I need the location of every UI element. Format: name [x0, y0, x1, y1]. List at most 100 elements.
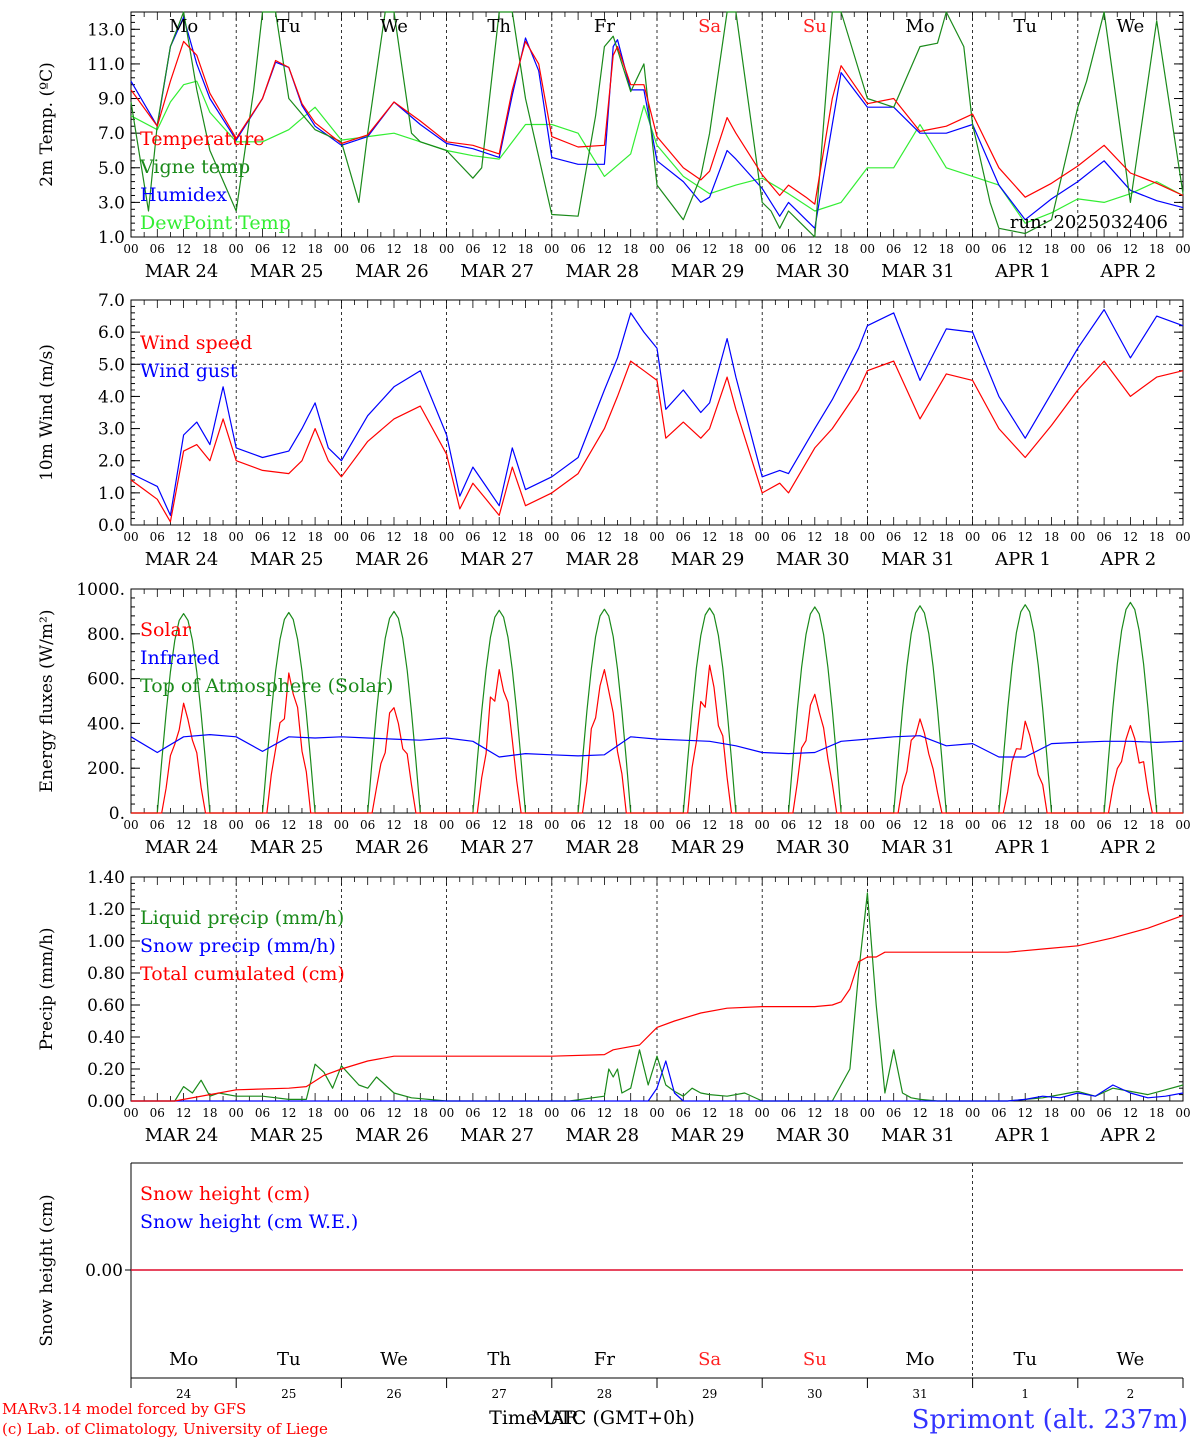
date-label: MAR 24	[145, 1125, 219, 1146]
hour-tick-label: 18	[728, 530, 743, 544]
hour-tick-label: 06	[255, 530, 270, 544]
hour-tick-label: 18	[307, 530, 322, 544]
hour-tick-label: 06	[570, 1106, 585, 1120]
hour-tick-label: 18	[833, 242, 848, 256]
hour-tick-label: 00	[755, 818, 770, 832]
y-tick-label: 7.0	[98, 124, 125, 144]
hour-tick-label: 06	[360, 242, 375, 256]
date-label: MAR 30	[776, 1125, 850, 1146]
hour-tick-label: 06	[150, 1106, 165, 1120]
series-infrared	[130, 733, 1184, 758]
hour-tick-label: 18	[939, 530, 954, 544]
y-tick-label: 13.0	[87, 20, 125, 40]
hour-tick-label: 18	[518, 530, 533, 544]
hour-tick-label: 00	[334, 818, 349, 832]
hour-tick-label: 12	[807, 818, 822, 832]
hour-tick-label: 00	[334, 242, 349, 256]
x-axis-label: Time UTC (GMT+0h)	[489, 1407, 695, 1429]
date-label: MAR 25	[250, 261, 324, 282]
y-tick-label: 0.	[109, 804, 125, 824]
hour-tick-label: 00	[965, 530, 980, 544]
hour-tick-label: 12	[807, 1106, 822, 1120]
hour-tick-label: 00	[860, 242, 875, 256]
date-label: MAR 24	[145, 549, 219, 570]
hour-tick-label: 12	[1018, 530, 1033, 544]
hour-tick-label: 18	[939, 242, 954, 256]
day-name: Mo	[169, 1349, 198, 1370]
hour-tick-label: 00	[439, 1106, 454, 1120]
series-wind-speed	[130, 360, 1184, 523]
y-tick-label: 5.0	[98, 355, 125, 375]
legend-entry: Solar	[140, 619, 192, 641]
footer-model: MARv3.14 model forced by GFS	[2, 1400, 246, 1418]
day-name: Fr	[594, 1349, 615, 1370]
date-label: APR 1	[994, 1125, 1051, 1146]
hour-tick-label: 00	[649, 818, 664, 832]
y-tick-label: 3.0	[98, 420, 125, 440]
hour-tick-label: 06	[991, 530, 1006, 544]
y-tick-label: 5.0	[98, 159, 125, 179]
y-tick-label: 0.60	[87, 996, 125, 1016]
hour-tick-label: 00	[1175, 818, 1190, 832]
hour-tick-label: 06	[781, 242, 796, 256]
hour-tick-label: 06	[886, 818, 901, 832]
y-tick-label: 1.20	[87, 900, 125, 920]
hour-tick-label: 18	[728, 242, 743, 256]
hour-tick-label: 00	[439, 530, 454, 544]
y-tick-label: 0.20	[87, 1060, 125, 1080]
hour-tick-label: 12	[702, 1106, 717, 1120]
hour-tick-label: 18	[518, 1106, 533, 1120]
hour-tick-label: 18	[1044, 818, 1059, 832]
hour-tick-label: 18	[202, 818, 217, 832]
day-number: 30	[807, 1387, 822, 1401]
hour-tick-label: 00	[755, 1106, 770, 1120]
hour-tick-label: 06	[150, 242, 165, 256]
legend-entry: Humidex	[140, 184, 227, 206]
series-dewpoint-temp	[130, 80, 1184, 224]
hour-tick-label: 00	[1070, 530, 1085, 544]
hour-tick-label: 18	[623, 1106, 638, 1120]
hour-tick-label: 18	[1149, 530, 1164, 544]
hour-tick-label: 00	[544, 1106, 559, 1120]
hour-tick-label: 00	[965, 242, 980, 256]
hour-tick-label: 00	[229, 1106, 244, 1120]
y-tick-label: 1000.	[76, 580, 125, 600]
hour-tick-label: 18	[728, 818, 743, 832]
hour-tick-label: 06	[465, 1106, 480, 1120]
hour-tick-label: 06	[886, 530, 901, 544]
hour-tick-label: 00	[1175, 242, 1190, 256]
day-name: Tu	[277, 16, 301, 37]
date-label: MAR 27	[460, 549, 534, 570]
day-number: 28	[597, 1387, 612, 1401]
legend-entry: Snow precip (mm/h)	[140, 935, 336, 957]
date-label: MAR 29	[671, 549, 745, 570]
hour-tick-label: 06	[676, 242, 691, 256]
date-label: APR 2	[1099, 837, 1156, 858]
hour-tick-label: 00	[860, 818, 875, 832]
y-tick-label: 0.00	[87, 1092, 125, 1112]
date-label: APR 2	[1099, 261, 1156, 282]
hour-tick-label: 12	[281, 818, 296, 832]
hour-tick-label: 06	[886, 242, 901, 256]
hour-tick-label: 18	[202, 530, 217, 544]
legend-entry: Wind gust	[140, 360, 238, 382]
panel-frame	[130, 11, 1184, 238]
hour-tick-label: 00	[965, 818, 980, 832]
day-name: Fr	[594, 16, 615, 37]
hour-tick-label: 12	[807, 242, 822, 256]
y-tick-label: 200.	[87, 759, 125, 779]
hour-tick-label: 00	[544, 242, 559, 256]
hour-tick-label: 18	[307, 818, 322, 832]
hour-tick-label: 00	[439, 818, 454, 832]
date-label: APR 1	[994, 837, 1051, 858]
legend-entry: Wind speed	[140, 332, 252, 354]
date-label: MAR 30	[776, 837, 850, 858]
day-name: Mo	[905, 1349, 934, 1370]
hour-tick-label: 00	[229, 818, 244, 832]
hour-tick-label: 18	[833, 530, 848, 544]
y-axis-label: 10m Wind (m/s)	[37, 344, 57, 481]
date-label: MAR 28	[565, 837, 639, 858]
day-name: Mo	[169, 16, 198, 37]
legend-entry: Top of Atmosphere (Solar)	[140, 675, 393, 697]
hour-tick-label: 00	[334, 1106, 349, 1120]
